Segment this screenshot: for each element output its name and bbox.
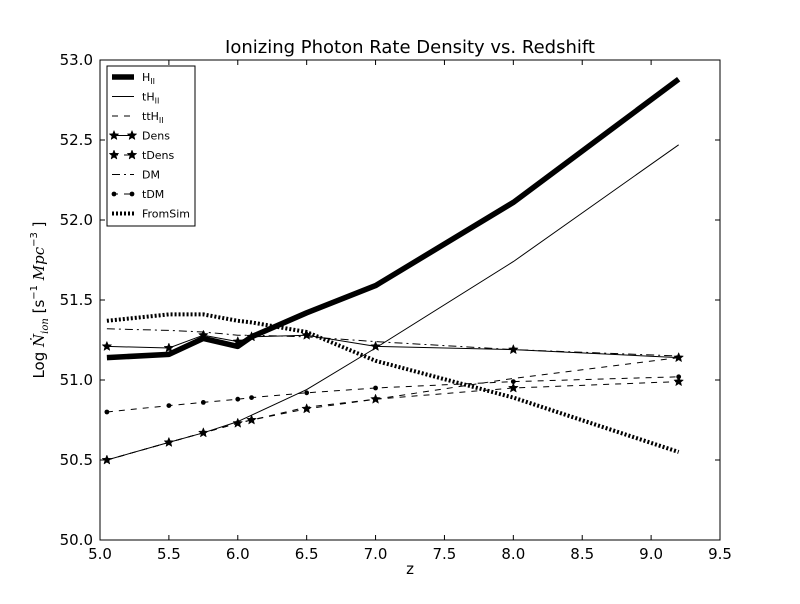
data-point-tdm (249, 395, 254, 400)
series-layer (101, 76, 685, 465)
chart-title: Ionizing Photon Rate Density vs. Redshif… (225, 37, 595, 58)
data-point-tdens (673, 375, 685, 387)
legend-label: tHII (142, 91, 159, 106)
ticks-layer: 5.0 5.5 6.0 6.5 7.0 7.5 8.0 8.5 9.0 9.5 50.0 50.5 51… (60, 51, 732, 563)
x-tick-label: 9.0 (639, 545, 663, 563)
y-axis-label-sub: ion (40, 318, 51, 334)
legend-label: tDM (142, 188, 164, 201)
y-tick-label: 52.0 (60, 211, 93, 229)
data-point-tdens (370, 393, 381, 404)
legend-marker (129, 191, 135, 197)
legend-label: tDens (142, 149, 175, 162)
legend-label: HII (142, 71, 155, 86)
legend-marker (126, 129, 138, 141)
legend-marker (126, 149, 138, 160)
series-line-tdens (106, 381, 679, 461)
legend-item-tdm: tDM (111, 188, 164, 201)
series-fromsim (106, 312, 680, 454)
y-tick-label: 52.5 (60, 131, 93, 149)
data-point-tdens (301, 403, 313, 414)
data-point-tdens (246, 414, 257, 425)
legend-item-tdens: tDens (108, 149, 175, 162)
data-point-tdm (200, 400, 206, 405)
y-tick-label: 53.0 (60, 51, 93, 69)
legend-label: DM (142, 169, 160, 182)
x-tick-label: 8.5 (570, 545, 594, 563)
y-tick-label: 50.0 (60, 531, 93, 549)
series-tdens (101, 375, 685, 465)
x-tick-label: 7.0 (364, 545, 388, 563)
data-point-dens (163, 342, 175, 353)
y-axis-label-sup1: −1 (29, 285, 40, 300)
legend-item-fromsim: FromSim (112, 208, 190, 221)
legend-marker (111, 191, 117, 197)
legend-items: HII tHII ttHII Dens tDens DM tDM FromSim (108, 71, 190, 221)
legend-label: FromSim (142, 208, 190, 221)
data-point-dens (507, 343, 519, 355)
legend-frame (106, 65, 196, 227)
x-tick-label: 7.5 (433, 545, 457, 563)
x-tick-label: 5.0 (88, 545, 112, 563)
x-tick-label: 9.5 (708, 545, 732, 563)
data-point-dens (101, 340, 113, 351)
data-point-dens (197, 329, 209, 340)
data-point-tdens (197, 427, 209, 438)
x-tick-label: 6.0 (226, 545, 250, 563)
y-tick-label: 51.0 (60, 371, 93, 389)
data-point-tdens (232, 417, 244, 428)
data-point-tdm (510, 379, 516, 384)
series-tdm (104, 374, 682, 415)
x-tick-label: 5.5 (157, 545, 181, 563)
legend-label: ttHII (142, 110, 164, 125)
legend-marker (108, 149, 120, 160)
legend-marker (108, 129, 120, 141)
data-point-tdens (163, 436, 175, 447)
series-line-fromsim (106, 312, 680, 454)
data-point-tdm (166, 403, 172, 408)
y-axis-label-units-close: ] (30, 221, 48, 232)
data-point-dens (370, 340, 381, 351)
data-point-tdm (676, 374, 682, 380)
y-axis-label-units-mid: Mpc (30, 246, 48, 285)
x-axis-label: z (406, 560, 414, 578)
legend-item-th: tHII (112, 91, 159, 106)
x-tick-label: 6.5 (295, 545, 319, 563)
legend-item-dm: DM (112, 169, 160, 182)
series-line-dm (106, 328, 679, 357)
data-point-tdens (101, 454, 113, 465)
legend-item-h: HII (112, 71, 155, 86)
legend: HII tHII ttHII Dens tDens DM tDM FromSim (106, 65, 196, 227)
data-point-tdens (507, 382, 519, 393)
legend-label: Dens (142, 130, 170, 143)
y-axis-label-prefix: Log (30, 347, 48, 379)
y-axis-label-sup2: −3 (29, 232, 40, 247)
data-point-tdm (304, 390, 310, 396)
legend-item-dens: Dens (108, 129, 170, 143)
data-point-dens (673, 351, 685, 363)
y-axis-label-units-open: [s (30, 300, 48, 319)
data-point-tdm (235, 396, 241, 402)
x-tick-label: 8.0 (501, 545, 525, 563)
plot-area: 5.0 5.5 6.0 6.5 7.0 7.5 8.0 8.5 9.0 9.5 50.0 50.5 51… (60, 51, 732, 563)
series-dm (106, 328, 679, 357)
y-tick-label: 50.5 (60, 451, 93, 469)
y-axis-label: Log Ṅion [s−1 Mpc−3 ] (29, 221, 51, 378)
data-point-tdm (373, 385, 378, 391)
y-tick-label: 51.5 (60, 291, 93, 309)
data-point-tdm (104, 409, 110, 415)
legend-item-tth: ttHII (112, 110, 164, 125)
data-point-dens (232, 335, 244, 347)
y-axis-label-symbol: Ṅ (30, 333, 48, 348)
